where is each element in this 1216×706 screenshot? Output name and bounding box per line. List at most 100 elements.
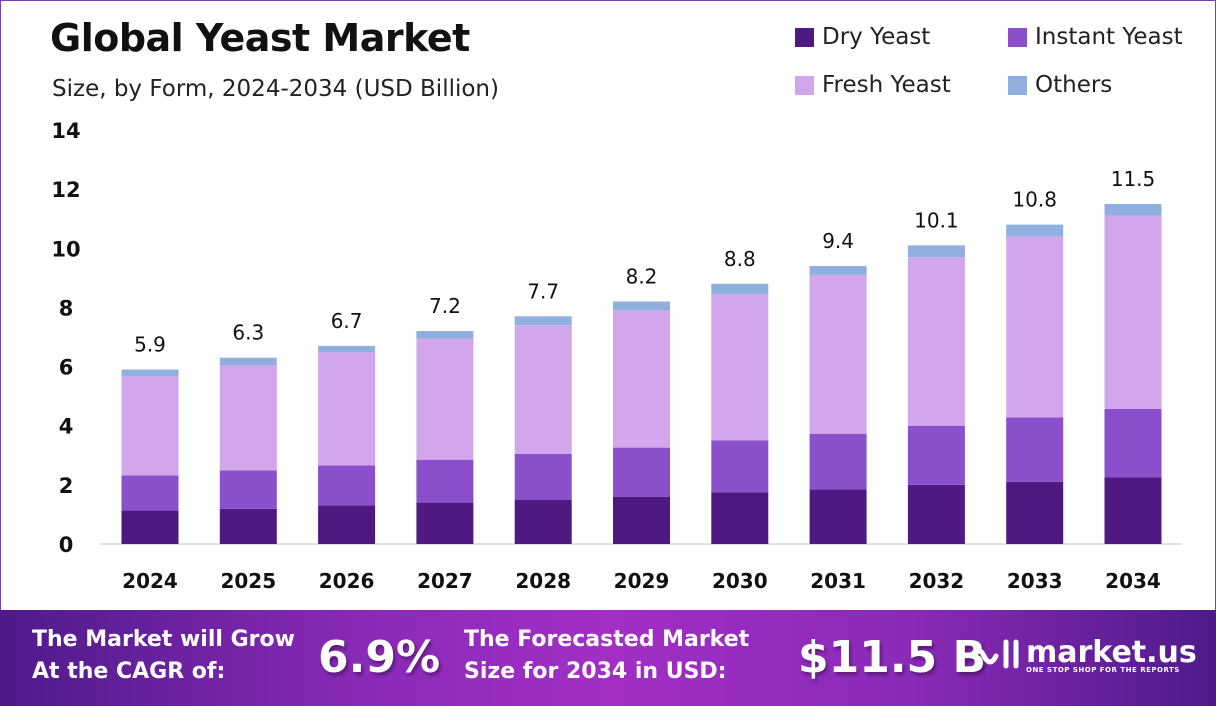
bar-segment-others (318, 345, 376, 353)
bar-chart: 0 2 4 6 8 10 12 14 5.9 2024 6.3 2025 6.7 2026 7.2 2027 7… (51, 119, 1182, 593)
bar-segment-others (907, 245, 965, 258)
legend-swatch (1008, 27, 1027, 47)
x-tick-label: 2030 (712, 569, 768, 593)
market-us-logo: market.us ONE STOP SHOP FOR THE REPORTS (968, 634, 1197, 674)
bar-segment-instant-yeast (416, 459, 474, 503)
market-size-value: $11.5 B (798, 632, 987, 683)
bar-segment-dry-yeast (1006, 481, 1064, 544)
logo-name: market.us (1026, 634, 1197, 670)
legend-item-dry-yeast: Dry Yeast (795, 24, 930, 50)
bar-segment-others (416, 331, 474, 339)
bar-segment-dry-yeast (416, 502, 474, 544)
total-data-label: 11.5 (1111, 167, 1156, 191)
bar-segment-fresh-yeast (1006, 236, 1064, 418)
x-tick-label: 2029 (614, 569, 670, 593)
total-data-label: 7.2 (429, 294, 461, 318)
legend-item-instant-yeast: Instant Yeast (1008, 24, 1183, 50)
bar-segment-others (219, 357, 277, 366)
legend-swatch (795, 27, 814, 47)
y-tick-label: 8 (59, 296, 74, 320)
bar-segment-dry-yeast (318, 505, 376, 544)
y-tick-label: 10 (51, 237, 80, 261)
bar-segment-others (711, 283, 769, 295)
total-data-label: 8.2 (626, 265, 658, 289)
bar-segment-instant-yeast (1006, 417, 1064, 482)
bar-segment-fresh-yeast (318, 352, 376, 466)
size-label-line2: Size for 2034 in USD: (464, 659, 727, 684)
cagr-label: The Market will Grow At the CAGR of: (32, 624, 295, 688)
bar-segment-fresh-yeast (1104, 215, 1162, 409)
y-tick-label: 4 (59, 415, 74, 439)
bar-segment-instant-yeast (907, 425, 965, 485)
legend-label: Others (1035, 72, 1113, 98)
bar-segment-instant-yeast (809, 433, 867, 490)
x-tick-label: 2031 (810, 569, 866, 593)
bar-segment-fresh-yeast (121, 376, 179, 476)
bar-segment-dry-yeast (514, 499, 572, 544)
chart-subtitle: Size, by Form, 2024-2034 (USD Billion) (52, 76, 499, 102)
x-tick-label: 2025 (220, 569, 276, 593)
bar-segment-fresh-yeast (907, 257, 965, 426)
bar-segment-instant-yeast (514, 453, 572, 500)
total-data-label: 7.7 (527, 279, 559, 303)
bar-segment-others (1006, 224, 1064, 237)
bar-segment-others (613, 301, 670, 311)
y-tick-label: 2 (59, 474, 74, 498)
bar-segment-dry-yeast (613, 496, 670, 544)
total-data-label: 9.4 (822, 229, 854, 253)
total-data-label: 10.8 (1012, 188, 1057, 212)
bar-segment-fresh-yeast (711, 294, 769, 441)
x-tick-label: 2033 (1007, 569, 1063, 593)
legend-item-others: Others (1008, 72, 1112, 98)
bar-segment-dry-yeast (907, 484, 965, 544)
total-data-label: 6.3 (232, 321, 264, 345)
bar-segment-others (1104, 203, 1162, 216)
size-label-line1: The Forecasted Market (464, 627, 750, 652)
bar-segment-fresh-yeast (809, 274, 867, 434)
x-tick-label: 2032 (909, 569, 965, 593)
legend-label: Fresh Yeast (822, 72, 951, 98)
bar-segment-instant-yeast (121, 475, 179, 511)
legend-label: Dry Yeast (822, 24, 931, 50)
bar-segment-others (514, 316, 572, 326)
bar-segment-fresh-yeast (514, 325, 572, 454)
total-data-label: 6.7 (331, 309, 363, 333)
y-tick-label: 12 (51, 178, 80, 202)
x-tick-label: 2026 (319, 569, 375, 593)
bar-segment-instant-yeast (711, 440, 769, 493)
logo-tagline: ONE STOP SHOP FOR THE REPORTS (1026, 665, 1180, 674)
logo-icon (969, 639, 1019, 669)
legend-item-fresh-yeast: Fresh Yeast (795, 72, 951, 98)
legend-swatch (795, 75, 814, 95)
bar-segment-dry-yeast (711, 492, 769, 544)
cagr-label-line2: At the CAGR of: (32, 659, 226, 684)
x-tick-label: 2027 (417, 569, 473, 593)
market-size-label: The Forecasted Market Size for 2034 in US… (464, 624, 749, 688)
x-tick-label: 2024 (122, 569, 178, 593)
legend-label: Instant Yeast (1035, 24, 1183, 50)
bar-segment-dry-yeast (121, 510, 179, 544)
chart-title: Global Yeast Market (50, 16, 470, 60)
total-data-label: 5.9 (134, 333, 166, 357)
total-data-label: 8.8 (724, 247, 756, 271)
bar-segment-dry-yeast (219, 508, 277, 544)
bar-segment-dry-yeast (1104, 477, 1162, 544)
bar-segment-fresh-yeast (613, 310, 670, 448)
bar-segment-instant-yeast (1104, 408, 1162, 478)
total-data-label: 10.1 (914, 208, 959, 232)
cagr-value: 6.9% (318, 632, 441, 683)
bar-segment-fresh-yeast (219, 365, 277, 471)
y-tick-label: 6 (59, 356, 74, 380)
y-tick-label: 0 (59, 533, 74, 557)
bar-segment-instant-yeast (219, 470, 277, 509)
bar-segment-dry-yeast (809, 489, 867, 544)
legend-swatch (1008, 75, 1027, 95)
bar-segment-others (809, 266, 867, 275)
x-tick-label: 2028 (515, 569, 571, 593)
bar-segment-instant-yeast (318, 465, 376, 506)
bar-segment-instant-yeast (613, 447, 670, 497)
y-tick-label: 14 (51, 119, 80, 143)
bar-segment-others (121, 369, 179, 377)
x-tick-label: 2034 (1105, 569, 1161, 593)
bar-segment-fresh-yeast (416, 338, 474, 460)
